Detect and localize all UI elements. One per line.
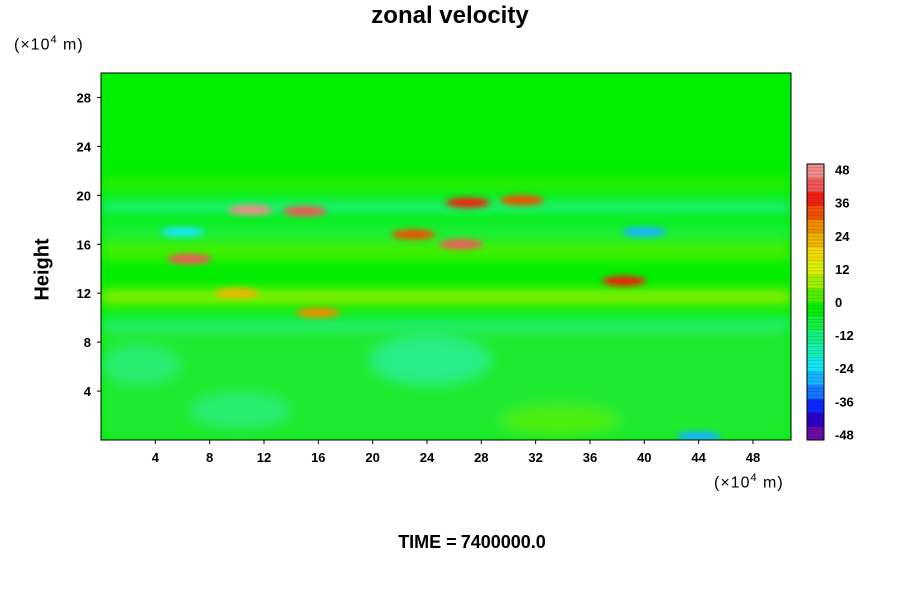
velocity-feature-4 [391, 229, 436, 240]
velocity-feature-12 [214, 288, 259, 299]
chart-title: zonal velocity [371, 2, 529, 29]
velocity-feature-0 [228, 205, 273, 216]
lower-cold-patch [190, 392, 290, 428]
x-tick-label: 36 [583, 450, 597, 465]
colorbar-segment [807, 329, 824, 344]
lower-warm-patch [500, 404, 620, 436]
upper-stripe [101, 180, 791, 188]
velocity-features [160, 195, 721, 440]
colorbar [806, 163, 825, 441]
colorbar-segment [807, 205, 824, 220]
colorbar-tick-label: 0 [835, 295, 842, 310]
colorbar-segment [807, 191, 824, 206]
y-unit-prefix: (×10 [14, 36, 51, 54]
colorbar-segment [807, 219, 824, 234]
colorbar-tick-label: -24 [835, 361, 855, 376]
velocity-feature-5 [445, 197, 490, 208]
colorbar-segment [807, 412, 824, 427]
colorbar-tick-label: -48 [835, 427, 854, 442]
plot-area [101, 73, 791, 440]
cold-stripe [101, 225, 791, 235]
plot-frame [100, 72, 792, 441]
colorbar-frame [806, 163, 825, 441]
x-ticks: 4 8 12 16 20 24 28 32 36 40 44 48 [152, 440, 760, 465]
x-tick-label: 40 [637, 450, 651, 465]
colorbar-tick-label: -12 [835, 328, 854, 343]
x-unit-exponent: 4 [750, 472, 758, 484]
y-tick-label: 8 [84, 335, 91, 350]
warm-stripe [101, 290, 791, 304]
colorbar-tick-label: 24 [835, 229, 850, 244]
colorbar-segment [807, 398, 824, 413]
y-tick-label: 12 [77, 286, 91, 301]
y-axis-unit: (×104 m) [14, 34, 84, 54]
y-unit-suffix: m) [57, 36, 84, 54]
colorbar-segment [807, 357, 824, 372]
velocity-feature-2 [167, 253, 212, 264]
velocity-feature-10 [676, 431, 721, 440]
lower-cold-patch [101, 345, 180, 385]
colorbar-tick-label: 36 [835, 196, 849, 211]
x-tick-label: 28 [474, 450, 488, 465]
colorbar-segment [807, 426, 824, 441]
velocity-feature-7 [601, 275, 646, 286]
colorbar-segment [807, 233, 824, 248]
x-tick-label: 48 [746, 450, 760, 465]
x-tick-label: 44 [691, 450, 706, 465]
x-tick-label: 32 [528, 450, 542, 465]
velocity-feature-1 [282, 206, 327, 217]
colorbar-segment [807, 315, 824, 331]
y-unit-exponent: 4 [50, 34, 58, 46]
x-tick-label: 12 [257, 450, 271, 465]
velocity-feature-11 [296, 307, 341, 318]
x-tick-label: 16 [311, 450, 325, 465]
y-tick-label: 24 [77, 139, 92, 154]
cold-stripe [101, 318, 791, 328]
colorbar-segment [807, 384, 824, 400]
colorbar-tick-label: -36 [835, 394, 854, 409]
colorbar-segment [807, 260, 824, 275]
colorbar-segment [807, 343, 824, 358]
velocity-feature-8 [622, 227, 667, 238]
colorbar-ticks: 48 36 24 12 0 -12 -24 -36 -48 [835, 163, 855, 443]
y-tick-label: 16 [77, 237, 91, 252]
colorbar-tick-label: 12 [835, 262, 849, 277]
x-tick-label: 8 [206, 450, 213, 465]
velocity-feature-6 [500, 195, 545, 206]
colorbar-segment [807, 302, 824, 317]
colorbar-tick-label: 48 [835, 163, 849, 178]
y-ticks: 4 8 12 16 20 24 28 [77, 90, 101, 399]
y-tick-label: 4 [84, 384, 92, 399]
time-value: 7400000.0 [460, 532, 546, 552]
cold-stripe [101, 200, 791, 214]
y-tick-label: 20 [77, 188, 91, 203]
time-readout: TIME = 7400000.0 [0, 532, 900, 553]
mid-stripe [101, 240, 791, 260]
velocity-feature-9 [160, 227, 205, 238]
colorbar-segment [807, 371, 824, 386]
colorbar-segment [807, 288, 824, 303]
colorbar-segment [807, 177, 824, 193]
colorbar-segment [807, 246, 824, 262]
colorbar-segment [807, 164, 824, 179]
lower-cold-patch [370, 335, 490, 385]
velocity-feature-3 [438, 239, 483, 250]
x-tick-label: 4 [152, 450, 160, 465]
x-axis-unit: (×104 m) [714, 472, 784, 492]
x-unit-prefix: (×10 [714, 474, 751, 492]
time-label: TIME = [398, 532, 457, 552]
x-unit-suffix: m) [757, 474, 784, 492]
y-tick-label: 28 [77, 90, 91, 105]
x-tick-label: 24 [420, 450, 435, 465]
colorbar-segment [807, 274, 824, 289]
x-tick-label: 20 [365, 450, 379, 465]
